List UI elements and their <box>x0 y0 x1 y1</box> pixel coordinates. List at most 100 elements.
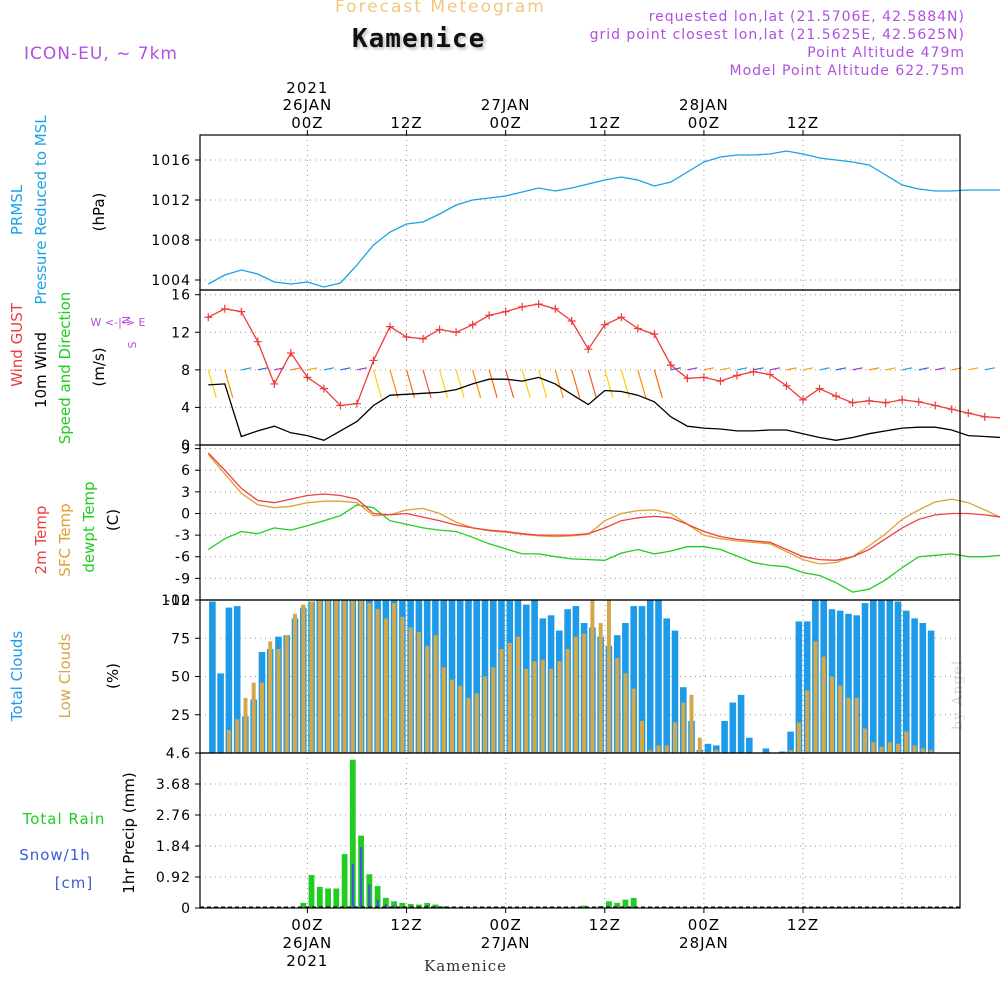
ylabel-1hr-precip: 1hr Precip (mm) <box>120 772 138 893</box>
gust-marker <box>865 396 874 405</box>
rain-bar <box>622 899 629 908</box>
wind-direction-arrow <box>472 369 482 399</box>
wind-direction-arrow <box>984 367 995 371</box>
total-cloud-bar <box>762 748 770 753</box>
ylabel-pressure: Pressure Reduced to MSL <box>32 115 50 305</box>
low-cloud-bar <box>499 649 504 753</box>
low-cloud-bar <box>474 693 479 753</box>
rain-bar <box>308 875 315 908</box>
gust-marker <box>716 377 725 386</box>
low-cloud-bar <box>582 633 587 753</box>
y-tick-label: 4.6 <box>166 746 191 762</box>
gust-marker <box>419 334 428 343</box>
wind-direction-arrow <box>340 367 351 371</box>
bottom-time-label-hour: 12Z <box>589 916 621 934</box>
top-time-label-hour: 00Z <box>688 114 720 132</box>
low-cloud-bar <box>813 641 818 753</box>
wind-direction-arrow <box>885 367 896 371</box>
low-cloud-bar <box>516 636 521 753</box>
wind-direction-arrow <box>521 369 531 399</box>
temperature-series-group <box>207 452 1000 593</box>
total-cloud-bar <box>911 618 918 753</box>
gust-marker <box>452 328 461 337</box>
gust-marker <box>931 401 940 410</box>
t2m-line <box>207 452 1000 561</box>
gust-marker <box>204 313 213 322</box>
gust-marker <box>650 330 659 339</box>
low-cloud-bar <box>590 600 595 753</box>
gust-marker <box>534 300 543 309</box>
y-tick-label: 8 <box>181 363 191 379</box>
y-tick-label: 0.92 <box>156 870 191 886</box>
low-cloud-bar <box>805 690 810 753</box>
total-cloud-bar <box>671 630 679 753</box>
rain-bar <box>581 905 587 908</box>
y-tick-label: 2.76 <box>156 808 191 824</box>
total-cloud-bar <box>853 615 860 753</box>
wind-direction-arrow <box>257 367 268 371</box>
y-tick-label: 16 <box>171 288 191 304</box>
ylabel-pct: (%) <box>104 663 122 689</box>
gust-marker <box>270 379 279 388</box>
gust-marker <box>980 412 989 421</box>
y-tick-label: 9 <box>181 442 191 458</box>
rain-bar <box>440 906 447 908</box>
top-time-label-date: 26JAN <box>283 96 333 114</box>
ylabel-dewpt-temp: dewpt Temp <box>80 481 98 572</box>
snow-bar <box>632 906 635 908</box>
total-cloud-bar <box>919 623 927 753</box>
y-tick-label: 25 <box>171 708 191 724</box>
total-cloud-bar <box>737 694 745 753</box>
ylabel-sfc-temp: SFC Temp <box>56 503 74 576</box>
low-cloud-bar <box>466 697 471 753</box>
y-tick-label: 0 <box>181 438 191 454</box>
top-time-label-hour: 00Z <box>291 114 323 132</box>
wind-direction-arrow <box>372 369 383 399</box>
low-cloud-bar <box>623 673 628 753</box>
low-cloud-bar <box>416 632 421 753</box>
total-cloud-bar <box>878 600 885 753</box>
gust-marker <box>732 371 741 380</box>
grid-point-coords: grid point closest lon,lat (21.5625E, 42… <box>589 27 965 43</box>
wind-direction-arrow <box>736 367 748 371</box>
low-cloud-bar <box>375 609 380 753</box>
low-cloud-bar <box>929 749 934 753</box>
y-tick-label: 3.68 <box>156 777 191 793</box>
low-cloud-bar <box>606 600 611 753</box>
low-cloud-bar <box>920 748 925 753</box>
total-cloud-bar <box>746 737 753 753</box>
rain-bar <box>300 902 307 908</box>
y-tick-label: 0 <box>181 901 191 917</box>
rain-bar <box>416 904 422 908</box>
wind-direction-arrow <box>653 369 663 399</box>
bottom-time-label-hour: 00Z <box>489 916 521 934</box>
rain-bar <box>407 904 414 908</box>
bottom-time-label-date: 28JAN <box>679 934 729 952</box>
gust-marker <box>699 373 708 382</box>
rain-bar <box>316 886 323 908</box>
low-cloud-bar <box>317 600 322 753</box>
low-cloud-bar <box>524 668 529 753</box>
low-cloud-bar <box>441 667 446 753</box>
top-time-label-year: 2021 <box>286 79 328 97</box>
gust-marker <box>749 367 758 376</box>
low-cloud-bar <box>326 600 331 753</box>
bottom-time-label-date: 27JAN <box>481 934 531 952</box>
compass-west-east: W <-|-> E <box>91 316 146 329</box>
location-title: Kamenice <box>352 24 486 54</box>
low-cloud-bar <box>301 604 306 753</box>
low-cloud-bar <box>243 697 248 753</box>
gust-marker <box>782 381 791 390</box>
low-cloud-bar <box>631 688 636 753</box>
top-time-label-hour: 12Z <box>589 114 621 132</box>
gust-marker <box>683 374 692 383</box>
total-cloud-bar <box>713 745 720 753</box>
wind-direction-arrow <box>356 367 368 371</box>
wind-direction-arrow <box>224 369 234 399</box>
low-cloud-bar <box>367 603 372 753</box>
total-cloud-bar <box>903 610 910 753</box>
gust-marker <box>286 348 295 357</box>
low-cloud-bar <box>673 722 677 753</box>
label-snow: Snow/1h <box>19 846 91 864</box>
total-cloud-bar <box>861 603 869 753</box>
